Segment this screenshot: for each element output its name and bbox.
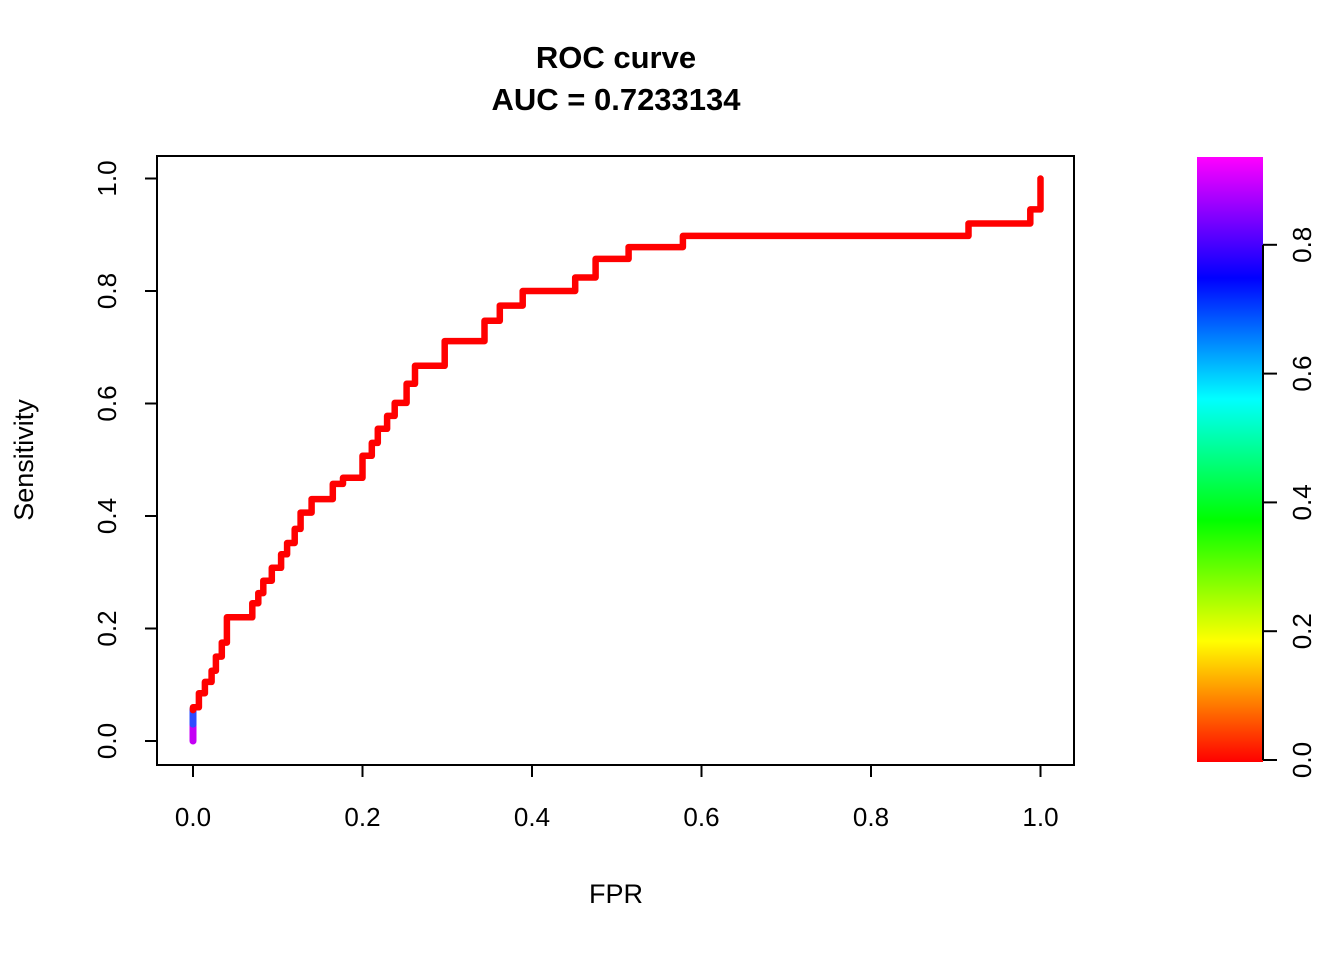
- y-tick-label: 0.0: [92, 723, 122, 759]
- colorbar-tick-label: 0.0: [1287, 742, 1317, 778]
- x-axis: 0.0 0.2 0.4 0.6 0.8 1.0: [175, 765, 1059, 832]
- y-tick-label: 0.6: [92, 385, 122, 421]
- y-tick-label: 0.8: [92, 273, 122, 309]
- y-axis-title: Sensitivity: [9, 399, 39, 521]
- chart-title: ROC curve: [536, 40, 696, 75]
- colorbar-tick-label: 0.2: [1287, 613, 1317, 649]
- y-axis: 0.0 0.2 0.4 0.6 0.8 1.0: [92, 160, 157, 759]
- x-axis-title: FPR: [589, 879, 643, 909]
- roc-curve: [189, 175, 1044, 714]
- x-tick-label: 0.0: [175, 802, 211, 832]
- colorbar-tick-label: 0.6: [1287, 356, 1317, 392]
- colorbar-tick-label: 0.8: [1287, 227, 1317, 263]
- colorbar-tick-label: 0.4: [1287, 484, 1317, 520]
- plot-area-border: [156, 155, 1075, 766]
- x-tick-label: 0.4: [514, 802, 550, 832]
- x-tick-label: 0.6: [683, 802, 719, 832]
- threshold-colorbar: [1197, 157, 1263, 762]
- x-tick-label: 0.8: [853, 802, 889, 832]
- colorbar-ticks: 0.0 0.2 0.4 0.6 0.8: [1263, 227, 1317, 778]
- y-tick-label: 1.0: [92, 160, 122, 196]
- chart-subtitle-auc: AUC = 0.7233134: [491, 82, 741, 117]
- x-tick-label: 0.2: [344, 802, 380, 832]
- y-tick-label: 0.4: [92, 498, 122, 534]
- x-tick-label: 1.0: [1022, 802, 1058, 832]
- y-tick-label: 0.2: [92, 610, 122, 646]
